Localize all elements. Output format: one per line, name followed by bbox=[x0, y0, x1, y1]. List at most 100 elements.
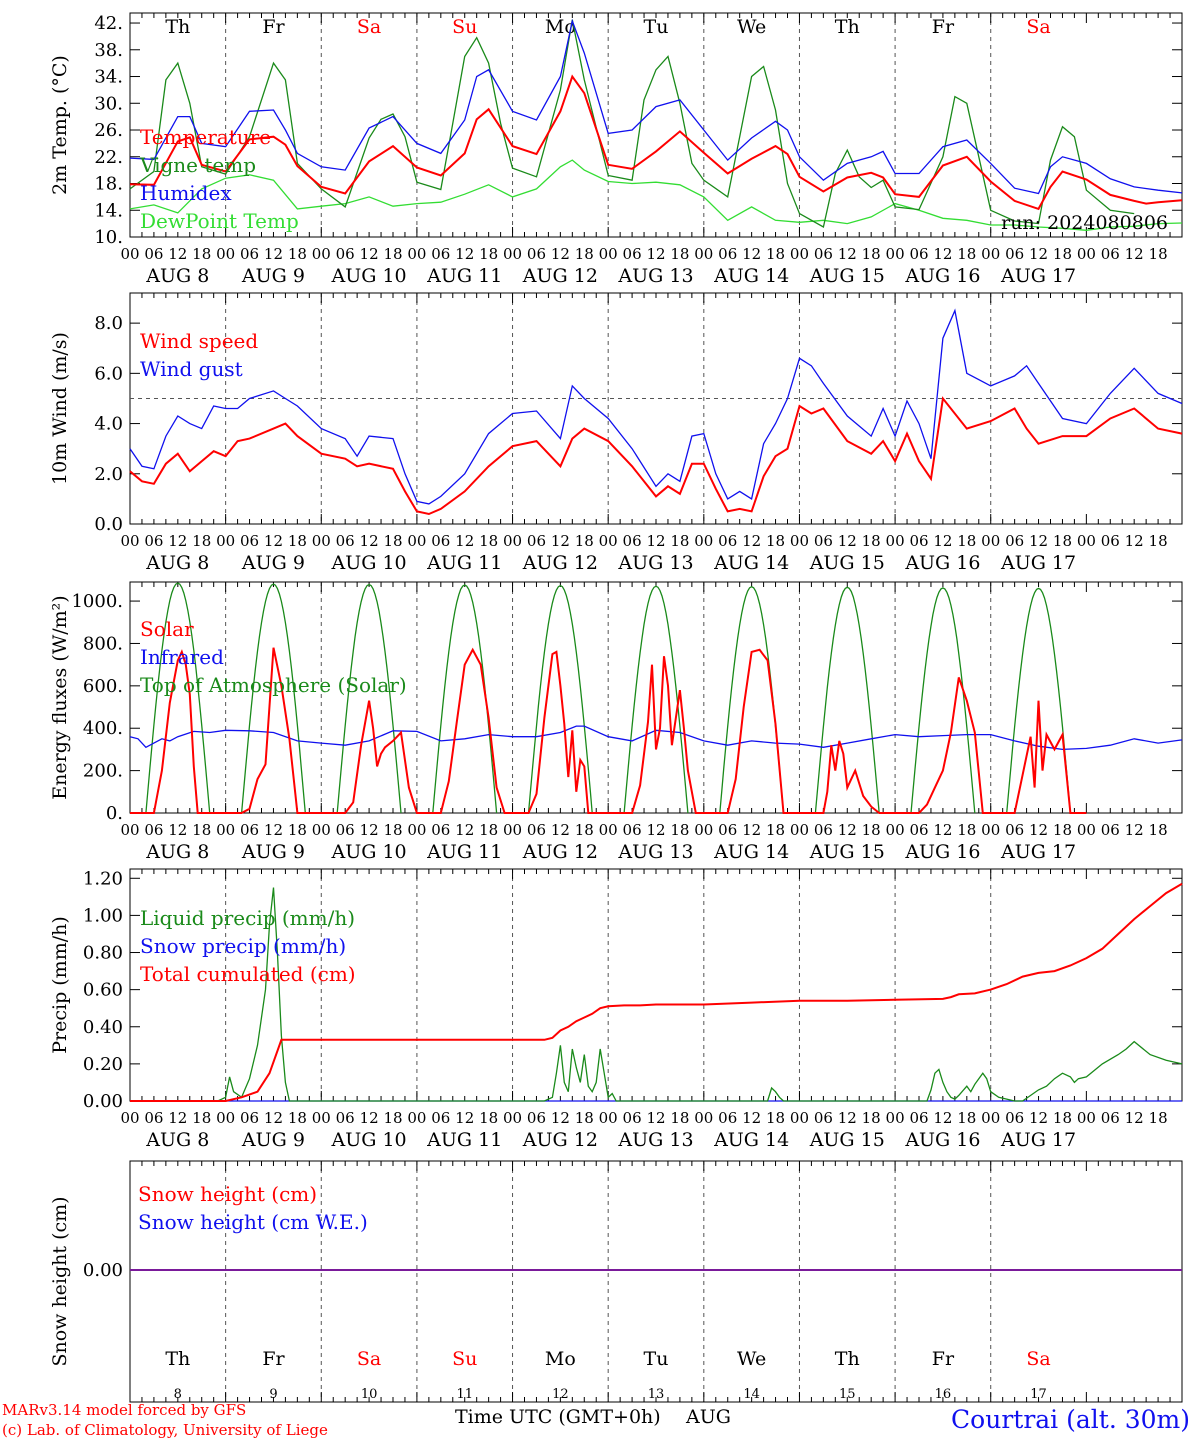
hour-tick-label: 00 bbox=[790, 821, 809, 839]
hour-tick-label: 12 bbox=[838, 532, 857, 550]
date-label: AUG 17 bbox=[1000, 265, 1076, 287]
y-tick-label: 800. bbox=[83, 633, 123, 654]
hour-tick-label: 12 bbox=[933, 1109, 952, 1127]
hour-tick-label: 18 bbox=[766, 1109, 785, 1127]
hour-tick-label: 00 bbox=[981, 821, 1000, 839]
hour-tick-label: 06 bbox=[909, 821, 928, 839]
hour-tick-label: 12 bbox=[360, 532, 379, 550]
legend-entry: Temperature bbox=[140, 125, 271, 149]
y-tick-label: 4.0 bbox=[94, 414, 123, 435]
hour-tick-label: 18 bbox=[575, 532, 594, 550]
hour-tick-label: 00 bbox=[503, 821, 522, 839]
legend-entry: DewPoint Temp bbox=[140, 209, 299, 233]
hour-tick-label: 12 bbox=[933, 821, 952, 839]
date-label: AUG 9 bbox=[241, 1129, 305, 1151]
day-number: 11 bbox=[456, 1387, 473, 1402]
hour-tick-label: 06 bbox=[431, 821, 450, 839]
hour-tick-label: 00 bbox=[120, 1109, 139, 1127]
hour-tick-label: 00 bbox=[407, 245, 426, 263]
hour-tick-label: 12 bbox=[838, 821, 857, 839]
y-tick-label: 400. bbox=[83, 718, 123, 739]
y-tick-label: 0.0 bbox=[94, 514, 123, 535]
hour-tick-label: 06 bbox=[144, 821, 163, 839]
hour-tick-label: 12 bbox=[168, 821, 187, 839]
hour-tick-label: 12 bbox=[1029, 821, 1048, 839]
legend-entry: Infrared bbox=[140, 645, 224, 669]
hour-tick-label: 00 bbox=[1077, 1109, 1096, 1127]
hour-tick-label: 00 bbox=[599, 821, 618, 839]
legend-entry: Solar bbox=[140, 617, 194, 641]
day-name: Fr bbox=[262, 1348, 285, 1370]
hour-tick-label: 06 bbox=[144, 245, 163, 263]
hour-tick-label: 00 bbox=[790, 1109, 809, 1127]
hour-tick-label: 12 bbox=[360, 821, 379, 839]
hour-tick-label: 12 bbox=[360, 245, 379, 263]
y-axis-label: Energy fluxes (W/m²) bbox=[49, 595, 71, 799]
hour-tick-label: 18 bbox=[1053, 245, 1072, 263]
date-label: AUG 16 bbox=[904, 1129, 980, 1151]
y-tick-label: 0.40 bbox=[83, 1017, 123, 1038]
hour-tick-label: 06 bbox=[1101, 245, 1120, 263]
hour-tick-label: 06 bbox=[1005, 532, 1024, 550]
date-label: AUG 10 bbox=[331, 265, 407, 287]
hour-tick-label: 18 bbox=[288, 245, 307, 263]
toa-solar-line bbox=[145, 582, 211, 814]
date-label: AUG 12 bbox=[522, 265, 598, 287]
hour-tick-label: 18 bbox=[670, 245, 689, 263]
hour-tick-label: 06 bbox=[240, 821, 259, 839]
hour-tick-label: 00 bbox=[599, 245, 618, 263]
hour-tick-label: 06 bbox=[144, 1109, 163, 1127]
day-name: Th bbox=[165, 16, 190, 38]
date-label: AUG 9 bbox=[241, 265, 305, 287]
hour-tick-label: 00 bbox=[1077, 532, 1096, 550]
date-label: AUG 13 bbox=[617, 265, 693, 287]
hour-tick-label: 00 bbox=[312, 532, 331, 550]
hour-tick-label: 12 bbox=[742, 1109, 761, 1127]
hour-tick-label: 18 bbox=[670, 1109, 689, 1127]
y-tick-label: 18. bbox=[94, 174, 123, 195]
hour-tick-label: 06 bbox=[814, 532, 833, 550]
hour-tick-label: 18 bbox=[670, 532, 689, 550]
hour-tick-label: 12 bbox=[742, 821, 761, 839]
hour-tick-label: 06 bbox=[623, 1109, 642, 1127]
hour-tick-label: 00 bbox=[120, 245, 139, 263]
hour-tick-label: 12 bbox=[264, 821, 283, 839]
hour-tick-label: 18 bbox=[479, 245, 498, 263]
y-tick-label: 0. bbox=[106, 803, 123, 824]
hour-tick-label: 12 bbox=[168, 245, 187, 263]
hour-tick-label: 06 bbox=[623, 245, 642, 263]
day-name: Fr bbox=[262, 16, 285, 38]
day-name: Tu bbox=[644, 1348, 669, 1370]
date-label: AUG 10 bbox=[331, 841, 407, 863]
hour-tick-label: 12 bbox=[1029, 1109, 1048, 1127]
date-label: AUG 12 bbox=[522, 552, 598, 574]
y-tick-label: 1000. bbox=[71, 591, 123, 612]
day-number: 14 bbox=[743, 1387, 760, 1402]
day-name: We bbox=[737, 16, 766, 38]
hour-tick-label: 18 bbox=[766, 821, 785, 839]
hour-tick-label: 00 bbox=[216, 1109, 235, 1127]
legend-entry: Vigne temp bbox=[139, 153, 256, 177]
hour-tick-label: 12 bbox=[742, 245, 761, 263]
hour-tick-label: 12 bbox=[455, 532, 474, 550]
day-name: Su bbox=[452, 1348, 477, 1370]
hour-tick-label: 12 bbox=[1125, 245, 1144, 263]
run-label: run: 2024080806 bbox=[1001, 212, 1168, 234]
footer-copyright: (c) Lab. of Climatology, University of L… bbox=[2, 1421, 328, 1439]
hour-tick-label: 00 bbox=[694, 1109, 713, 1127]
date-label: AUG 11 bbox=[426, 265, 502, 287]
hour-tick-label: 06 bbox=[718, 821, 737, 839]
legend-entry: Wind gust bbox=[140, 357, 243, 381]
date-label: AUG 13 bbox=[617, 1129, 693, 1151]
hour-tick-label: 06 bbox=[814, 1109, 833, 1127]
toa-solar-line bbox=[814, 586, 880, 814]
y-tick-label: 0.60 bbox=[83, 980, 123, 1001]
date-label: AUG 9 bbox=[241, 841, 305, 863]
hour-tick-label: 00 bbox=[790, 532, 809, 550]
toa-solar-line bbox=[240, 583, 306, 814]
y-tick-label: 10. bbox=[94, 227, 123, 248]
toa-solar-line bbox=[527, 584, 593, 814]
hour-tick-label: 06 bbox=[431, 532, 450, 550]
series-line bbox=[130, 882, 1183, 1102]
hour-tick-label: 00 bbox=[886, 1109, 905, 1127]
